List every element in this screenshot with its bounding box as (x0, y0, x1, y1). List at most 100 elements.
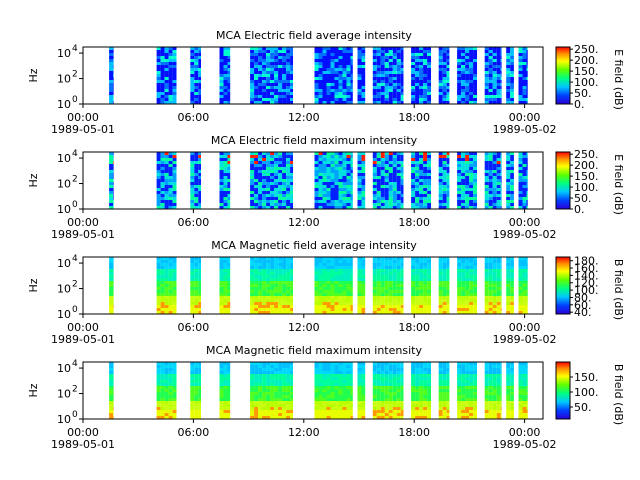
x-tick-label: 00:00 (509, 321, 541, 334)
data-interval-6 (314, 47, 353, 104)
y-tick-exponent: 4 (72, 254, 78, 264)
data-interval-5 (250, 47, 293, 104)
y-tick-label: 10 (57, 178, 71, 191)
data-interval-13 (506, 362, 514, 419)
data-interval-14 (518, 362, 528, 419)
y-tick-label: 10 (57, 47, 71, 60)
y-tick-label: 10 (57, 73, 71, 86)
data-interval-9 (411, 257, 431, 314)
x-tick-label: 12:00 (288, 426, 320, 439)
colorbar-tick-label: 0. (574, 98, 585, 111)
x-tick-date: 1989-05-01 (51, 333, 115, 346)
data-interval-3 (190, 362, 201, 419)
data-interval-7 (357, 152, 366, 209)
colorbar-tick-label: 50. (574, 87, 592, 100)
data-interval-1 (109, 362, 114, 419)
y-tick-exponent: 4 (72, 359, 78, 369)
colorbar-tick-label: 100. (574, 386, 599, 399)
data-interval-8 (372, 362, 404, 419)
data-interval-6 (314, 362, 353, 419)
y-tick-exponent: 2 (72, 385, 78, 395)
data-interval-7 (357, 362, 366, 419)
x-tick-label: 12:00 (288, 216, 320, 229)
x-tick-label: 06:00 (178, 321, 210, 334)
colorbar-tick-label: 250. (574, 43, 599, 56)
data-interval-12 (484, 47, 502, 104)
chart-title: MCA Magnetic field average intensity (211, 239, 417, 252)
data-interval-4 (219, 152, 231, 209)
data-interval-5 (250, 362, 293, 419)
x-tick-label: 18:00 (398, 321, 430, 334)
y-axis-label: Hz (27, 278, 40, 292)
x-tick-label: 18:00 (398, 426, 430, 439)
data-interval-2 (156, 257, 177, 314)
data-interval-2 (156, 47, 177, 104)
y-tick-label: 10 (57, 98, 71, 111)
colorbar: 150. 100. 50. B field (dB) (555, 361, 625, 425)
y-tick-exponent: 0 (72, 305, 78, 315)
x-tick-date: 1989-05-01 (51, 123, 115, 136)
data-interval-14 (518, 152, 528, 209)
x-tick-date: 1989-05-02 (493, 333, 557, 346)
colorbar-tick-label: 100. (574, 76, 599, 89)
colorbar-tick-label: 250. (574, 148, 599, 161)
spectrogram (109, 257, 528, 314)
y-tick-exponent: 2 (72, 70, 78, 80)
colorbar-label: B field (dB) (612, 259, 625, 320)
colorbar-tick-label: 140. (574, 269, 599, 282)
colorbar-gradient (555, 361, 571, 420)
colorbar-tick-label: 200. (574, 54, 599, 67)
colorbar-tick-label: 120. (574, 277, 599, 290)
data-interval-14 (518, 47, 528, 104)
y-tick-exponent: 2 (72, 175, 78, 185)
x-tick-label: 12:00 (288, 321, 320, 334)
colorbar-tick-label: 150. (574, 170, 599, 183)
x-tick-label: 00:00 (67, 216, 99, 229)
y-tick-exponent: 0 (72, 95, 78, 105)
colorbar-label: B field (dB) (612, 364, 625, 425)
data-interval-1 (109, 152, 114, 209)
colorbar-tick-label: 80. (574, 291, 592, 304)
data-interval-4 (219, 47, 231, 104)
data-interval-13 (506, 257, 514, 314)
x-tick-label: 00:00 (509, 426, 541, 439)
data-interval-5 (250, 257, 293, 314)
colorbar-tick-label: 150. (574, 371, 599, 384)
colorbar-tick-label: 100. (574, 181, 599, 194)
y-tick-exponent: 0 (72, 200, 78, 210)
spectrogram (109, 47, 528, 104)
data-interval-2 (156, 152, 177, 209)
colorbar-tick-label: 150. (574, 65, 599, 78)
data-interval-4 (219, 257, 231, 314)
data-interval-6 (314, 257, 353, 314)
colorbar-tick-label: 60. (574, 299, 592, 312)
colorbar-tick-label: 40. (574, 306, 592, 319)
x-tick-label: 12:00 (288, 111, 320, 124)
x-tick-label: 06:00 (178, 111, 210, 124)
data-interval-13 (506, 152, 514, 209)
x-tick-label: 06:00 (178, 426, 210, 439)
data-interval-8 (372, 47, 404, 104)
x-tick-label: 06:00 (178, 216, 210, 229)
x-tick-date: 1989-05-02 (493, 123, 557, 136)
x-tick-label: 00:00 (67, 111, 99, 124)
chart-title: MCA Magnetic field maximum intensity (206, 344, 422, 357)
y-tick-label: 10 (57, 413, 71, 426)
y-tick-label: 10 (57, 308, 71, 321)
data-interval-1 (109, 47, 114, 104)
colorbar: 250.200.150.100.50.0. E field (dB) (555, 43, 625, 111)
colorbar: 250.200.150.100.50.0. E field (dB) (555, 148, 625, 216)
y-tick-exponent: 2 (72, 280, 78, 290)
y-tick-label: 10 (57, 283, 71, 296)
y-tick-exponent: 0 (72, 410, 78, 420)
y-tick-label: 10 (57, 362, 71, 375)
chart-title: MCA Electric field maximum intensity (211, 134, 418, 147)
y-tick-label: 10 (57, 152, 71, 165)
data-interval-7 (357, 47, 366, 104)
data-interval-12 (484, 362, 502, 419)
colorbar-label: E field (dB) (612, 49, 625, 110)
colorbar-gradient (555, 151, 571, 210)
colorbar-tick-label: 200. (574, 159, 599, 172)
